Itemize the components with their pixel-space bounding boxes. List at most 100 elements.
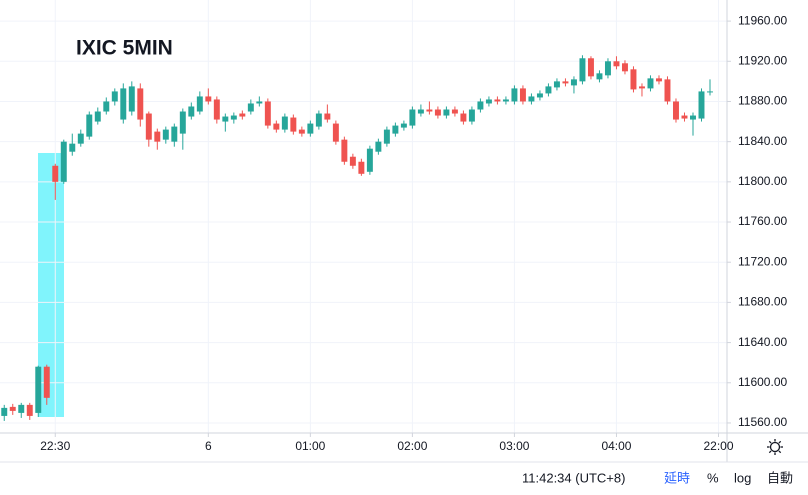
candle-body: [230, 115, 237, 120]
x-tick-label: 04:00: [601, 439, 631, 453]
candle-body: [519, 88, 526, 102]
candle-body: [604, 61, 611, 76]
candle-body: [383, 129, 390, 144]
settings-icon[interactable]: [767, 439, 783, 455]
highlight: [38, 153, 64, 417]
candle-body: [485, 99, 492, 104]
candle-body: [264, 101, 271, 126]
candle-body: [528, 96, 535, 102]
candle-body: [324, 113, 331, 120]
candle-body: [400, 123, 407, 128]
candle-body: [239, 113, 246, 117]
clock: 11:42:34 (UTC+8): [522, 470, 625, 485]
candle-body: [477, 101, 484, 110]
candle-body: [434, 109, 441, 116]
candle-body: [145, 113, 152, 140]
candle-body: [171, 126, 178, 142]
plot-area: [0, 0, 727, 433]
candle-body: [630, 69, 637, 90]
candle-body: [77, 133, 84, 144]
candle-body: [707, 91, 713, 93]
candle-body: [281, 116, 288, 130]
candle-body: [290, 117, 297, 132]
candle-body: [562, 81, 569, 84]
y-tick-label: 11680.00: [738, 295, 787, 309]
candle-body: [426, 109, 433, 112]
candle-body: [273, 123, 280, 130]
candle-body: [647, 78, 654, 89]
x-tick-label: 02:00: [397, 439, 427, 453]
candle-body: [570, 79, 577, 86]
candle-body: [460, 113, 467, 122]
candle-body: [120, 88, 127, 120]
candle-body: [681, 115, 688, 119]
log-button[interactable]: log: [734, 470, 751, 485]
candle-body: [111, 91, 118, 102]
percent-button[interactable]: %: [707, 470, 719, 485]
candle-body: [536, 93, 543, 98]
candle-body: [545, 86, 552, 94]
x-tick-label: 01:00: [295, 439, 325, 453]
candle-body: [26, 404, 33, 416]
candle-body: [417, 109, 424, 114]
candle-body: [443, 109, 450, 116]
candle-body: [1, 407, 8, 416]
candle-body: [154, 131, 161, 142]
candle-body: [188, 106, 195, 117]
candle-body: [375, 141, 382, 152]
candle-body: [205, 96, 212, 102]
candle-body: [247, 103, 254, 112]
candle-body: [502, 99, 509, 102]
x-tick-label: 22:30: [40, 439, 70, 453]
candle-body: [366, 148, 373, 172]
candle-body: [103, 101, 110, 112]
candle-body: [638, 86, 645, 89]
candle-body: [468, 109, 475, 122]
candle-body: [307, 123, 314, 134]
candle-body: [179, 111, 186, 134]
candle-body: [358, 161, 365, 174]
candle-body: [553, 81, 560, 88]
candle-body: [494, 99, 501, 102]
chart-title: IXIC 5MIN: [76, 37, 173, 60]
candle-body: [587, 58, 594, 77]
candle-body: [69, 143, 76, 152]
candle-body: [128, 86, 135, 112]
candle-body: [196, 96, 203, 112]
candle-body: [52, 165, 59, 182]
y-tick-label: 11720.00: [738, 254, 787, 268]
delay-button[interactable]: 延時: [664, 470, 690, 485]
y-tick-label: 11600.00: [738, 375, 787, 389]
candle-body: [673, 101, 679, 120]
candle-body: [43, 366, 50, 398]
candle-body: [698, 91, 705, 119]
candle-body: [596, 73, 603, 80]
candle-body: [18, 404, 25, 413]
x-tick-label: 03:00: [499, 439, 529, 453]
candle-body: [162, 129, 169, 140]
candle-body: [341, 139, 348, 162]
y-tick-label: 11880.00: [738, 94, 787, 108]
candle-body: [222, 116, 229, 122]
auto-button[interactable]: 自動: [767, 470, 793, 485]
candle-body: [298, 129, 305, 134]
y-tick-label: 11760.00: [738, 214, 787, 228]
y-tick-label: 11560.00: [738, 415, 787, 429]
y-tick-label: 11960.00: [738, 13, 787, 27]
candle-body: [613, 61, 620, 67]
candle-body: [332, 123, 339, 142]
y-tick-label: 11920.00: [738, 53, 787, 67]
candle-body: [392, 125, 399, 134]
candle-body: [664, 79, 671, 102]
candle-body: [86, 114, 93, 137]
candle-body: [256, 101, 263, 104]
candle-body: [9, 406, 16, 411]
candle-body: [315, 113, 322, 127]
candle-body: [621, 63, 628, 72]
candle-body: [579, 58, 586, 82]
candle-body: [213, 99, 220, 120]
y-tick-label: 11800.00: [738, 174, 787, 188]
candle-body: [511, 88, 518, 102]
candle-body: [60, 141, 67, 182]
